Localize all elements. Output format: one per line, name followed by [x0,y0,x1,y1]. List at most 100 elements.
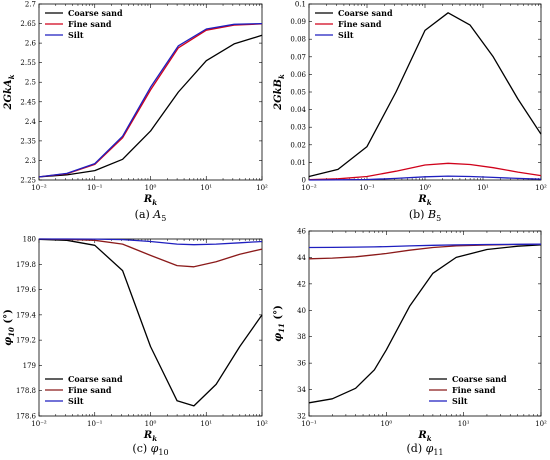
y-tick-label: 46 [297,228,306,236]
y-tick-label: 2.55 [20,59,36,67]
x-tick-label: 10¹ [458,420,470,428]
series-line-fine-sand [38,238,263,268]
y-tick-label: 0 [302,177,306,185]
subplot-caption: (c) φ10 [132,442,168,457]
series-line-silt [308,243,542,249]
x-axis-label: Rk [417,194,431,207]
y-tick-label: 179.2 [16,337,36,345]
legend-label: Coarse sand [68,374,123,384]
legend-label: Silt [68,30,84,40]
y-tick-label: 2.35 [20,137,36,145]
x-tick-label: 10¹ [200,184,212,192]
subplot-3: 178.6 178.8 179 179.2 179.4 179.6 179.8 180 10⁻²… [3,236,268,458]
y-tick-label: 0.06 [290,71,306,79]
legend-label: Silt [338,30,354,40]
y-tick-label: 179 [23,362,36,370]
legend-label: Fine sand [338,19,382,29]
y-tick-label: 42 [297,280,306,288]
subplot-1: 2.25 2.3 2.35 2.4 2.45 2.5 2.55 2.6 2.65 2.7 10⁻² 1… [3,1,268,224]
legend-label: Fine sand [68,19,112,29]
series-line-coarse-sand [38,238,263,407]
subplot-caption: (b) B5 [409,208,441,223]
subplot-2: 0 0.01 0.02 0.03 0.04 0.05 0.06 0.07 0.08 0.09 0.1… [273,1,547,224]
y-tick-label: 178.8 [16,387,36,395]
x-tick-label: 10⁰ [145,184,157,192]
y-tick-label: 2.4 [25,118,37,126]
plot-area [38,3,263,181]
plot-area [308,3,542,181]
x-axis-label: Rk [143,194,157,207]
legend-label: Fine sand [68,385,112,395]
x-axis-label: Rk [417,430,431,443]
plot-area [308,230,542,417]
y-tick-label: 0.01 [290,159,306,167]
subplot-caption: (d) φ11 [406,442,443,457]
series-line-silt [38,22,263,178]
x-tick-label: 10⁻¹ [301,420,317,428]
x-tick-label: 10⁻² [31,420,47,428]
series-line-coarse-sand [38,34,263,178]
y-axis-label: 2GkAk [3,74,16,110]
plot-area [38,238,263,417]
y-tick-label: 0.1 [295,1,306,9]
y-tick-label: 0.09 [290,18,306,26]
legend-label: Coarse sand [452,374,507,384]
x-tick-label: 10⁰ [419,184,431,192]
y-tick-label: 32 [297,413,306,421]
y-tick-label: 2.25 [20,177,36,185]
x-tick-label: 10² [535,420,547,428]
y-tick-label: 2.65 [20,20,36,28]
y-tick-label: 2.7 [25,1,36,9]
x-tick-label: 10¹ [200,420,212,428]
y-tick-label: 38 [297,333,306,341]
y-tick-label: 180 [23,236,36,244]
x-tick-label: 10⁰ [380,420,392,428]
y-tick-label: 0.04 [290,106,306,114]
y-tick-label: 2.5 [25,79,36,87]
y-tick-label: 0.03 [290,124,306,132]
y-tick-label: 36 [297,360,306,368]
legend-label: Coarse sand [68,8,123,18]
y-tick-label: 0.07 [290,53,306,61]
y-tick-label: 178.6 [16,413,37,421]
subplot-4: 32 34 36 38 40 42 44 46 10⁻¹ 10⁰ 10¹ 10² Coarse sand… [273,228,547,458]
y-tick-label: 2.3 [25,157,36,165]
series-line-fine-sand [308,162,542,181]
y-axis-label: φ11 (°) [273,305,286,342]
x-tick-label: 10⁰ [145,420,157,428]
y-tick-label: 0.02 [290,141,306,149]
y-tick-label: 179.8 [16,261,36,269]
y-tick-label: 179.4 [16,311,37,319]
subplot-caption: (a) A5 [135,208,167,223]
y-tick-label: 2.6 [25,40,37,48]
series-line-silt [39,238,263,246]
x-tick-label: 10⁻¹ [87,420,103,428]
x-tick-label: 10⁻¹ [87,184,103,192]
x-tick-label: 10⁻¹ [359,184,375,192]
y-tick-label: 44 [297,254,306,262]
series-line-coarse-sand [308,244,542,404]
legend-label: Silt [452,396,468,406]
y-tick-label: 0.08 [290,36,306,44]
y-axis-label: 2GkBk [273,74,286,111]
x-tick-label: 10² [256,420,268,428]
y-tick-label: 179.6 [16,286,37,294]
y-tick-label: 34 [297,386,306,394]
y-tick-label: 40 [297,307,306,315]
x-tick-label: 10⁻² [31,184,47,192]
legend-label: Coarse sand [338,8,393,18]
series-line-silt [308,175,542,181]
y-tick-label: 0.05 [290,89,306,97]
x-axis-label: Rk [143,430,157,443]
x-tick-label: 10² [535,184,547,192]
x-tick-label: 10⁻² [301,184,317,192]
series-line-coarse-sand [308,12,542,178]
legend-label: Fine sand [452,385,496,395]
x-tick-label: 10¹ [477,184,489,192]
legend-label: Silt [68,396,84,406]
